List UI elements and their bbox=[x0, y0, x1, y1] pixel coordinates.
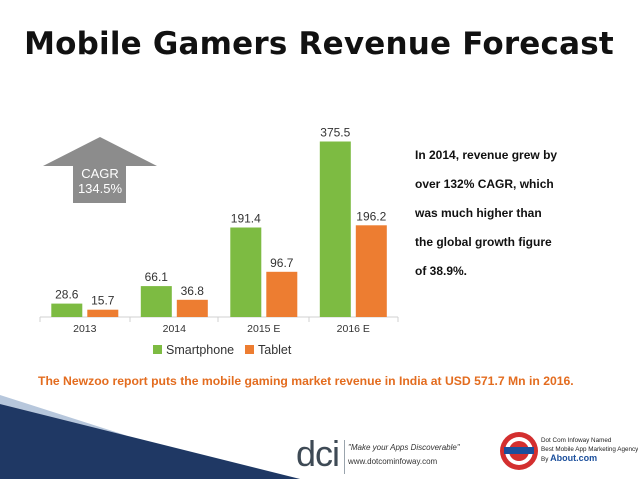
legend-label-smartphone: Smartphone bbox=[166, 343, 234, 357]
bar-smartphone-2 bbox=[230, 227, 262, 317]
data-label-tablet-1: 36.8 bbox=[181, 284, 205, 298]
cagr-value: 134.5% bbox=[78, 181, 123, 196]
commentary-line: In 2014, revenue grew by bbox=[415, 148, 558, 162]
dci-tagline: "Make your Apps Discoverable" bbox=[348, 443, 460, 452]
legend-swatch-tablet bbox=[245, 345, 254, 354]
data-label-smartphone-0: 28.6 bbox=[55, 288, 79, 302]
bar-smartphone-1 bbox=[140, 286, 172, 317]
award-badge-icon bbox=[500, 432, 538, 470]
award-line-2: Best Mobile App Marketing Agency bbox=[541, 446, 638, 453]
data-label-tablet-2: 96.7 bbox=[270, 256, 294, 270]
dci-url[interactable]: www.dotcominfoway.com bbox=[348, 457, 438, 466]
commentary-line: of 38.9%. bbox=[415, 264, 468, 278]
x-tick-label-3: 2016 E bbox=[337, 323, 370, 335]
bar-smartphone-0 bbox=[51, 303, 83, 317]
commentary-line: the global growth figure bbox=[415, 235, 552, 249]
x-tick-label-2: 2015 E bbox=[247, 323, 280, 335]
bar-tablet-0 bbox=[87, 309, 119, 317]
dci-logo: dci bbox=[296, 433, 340, 474]
bar-smartphone-3 bbox=[319, 141, 351, 317]
award-text: Dot Com Infoway Named Best Mobile App Ma… bbox=[541, 436, 638, 464]
slide-title: Mobile Gamers Revenue Forecast bbox=[24, 26, 614, 62]
award-brand: About.com bbox=[550, 453, 598, 463]
data-label-smartphone-1: 66.1 bbox=[145, 270, 169, 284]
data-label-smartphone-3: 375.5 bbox=[320, 126, 350, 140]
bar-tablet-1 bbox=[176, 299, 208, 317]
legend-label-tablet: Tablet bbox=[258, 343, 292, 357]
commentary-line: over 132% CAGR, which bbox=[415, 177, 554, 191]
decorative-stripe-dark bbox=[0, 404, 300, 479]
cagr-arrow-icon bbox=[43, 137, 157, 203]
cagr-label: CAGR bbox=[81, 166, 119, 181]
award-line-1: Dot Com Infoway Named bbox=[541, 437, 612, 444]
award-by: By bbox=[541, 456, 549, 463]
data-label-tablet-3: 196.2 bbox=[356, 209, 386, 223]
x-tick-label-1: 2014 bbox=[163, 323, 187, 335]
x-tick-label-0: 2013 bbox=[73, 323, 97, 335]
data-label-smartphone-2: 191.4 bbox=[231, 212, 261, 226]
bar-tablet-2 bbox=[266, 271, 298, 317]
data-label-tablet-0: 15.7 bbox=[91, 294, 115, 308]
footnote: The Newzoo report puts the mobile gaming… bbox=[38, 374, 574, 388]
commentary-text: In 2014, revenue grew by over 132% CAGR,… bbox=[415, 141, 595, 286]
award-line-3: By About.com bbox=[541, 454, 638, 464]
commentary-line: was much higher than bbox=[415, 206, 542, 220]
legend-swatch-smartphone bbox=[153, 345, 162, 354]
logo-divider bbox=[344, 440, 345, 474]
bar-tablet-3 bbox=[355, 225, 387, 317]
